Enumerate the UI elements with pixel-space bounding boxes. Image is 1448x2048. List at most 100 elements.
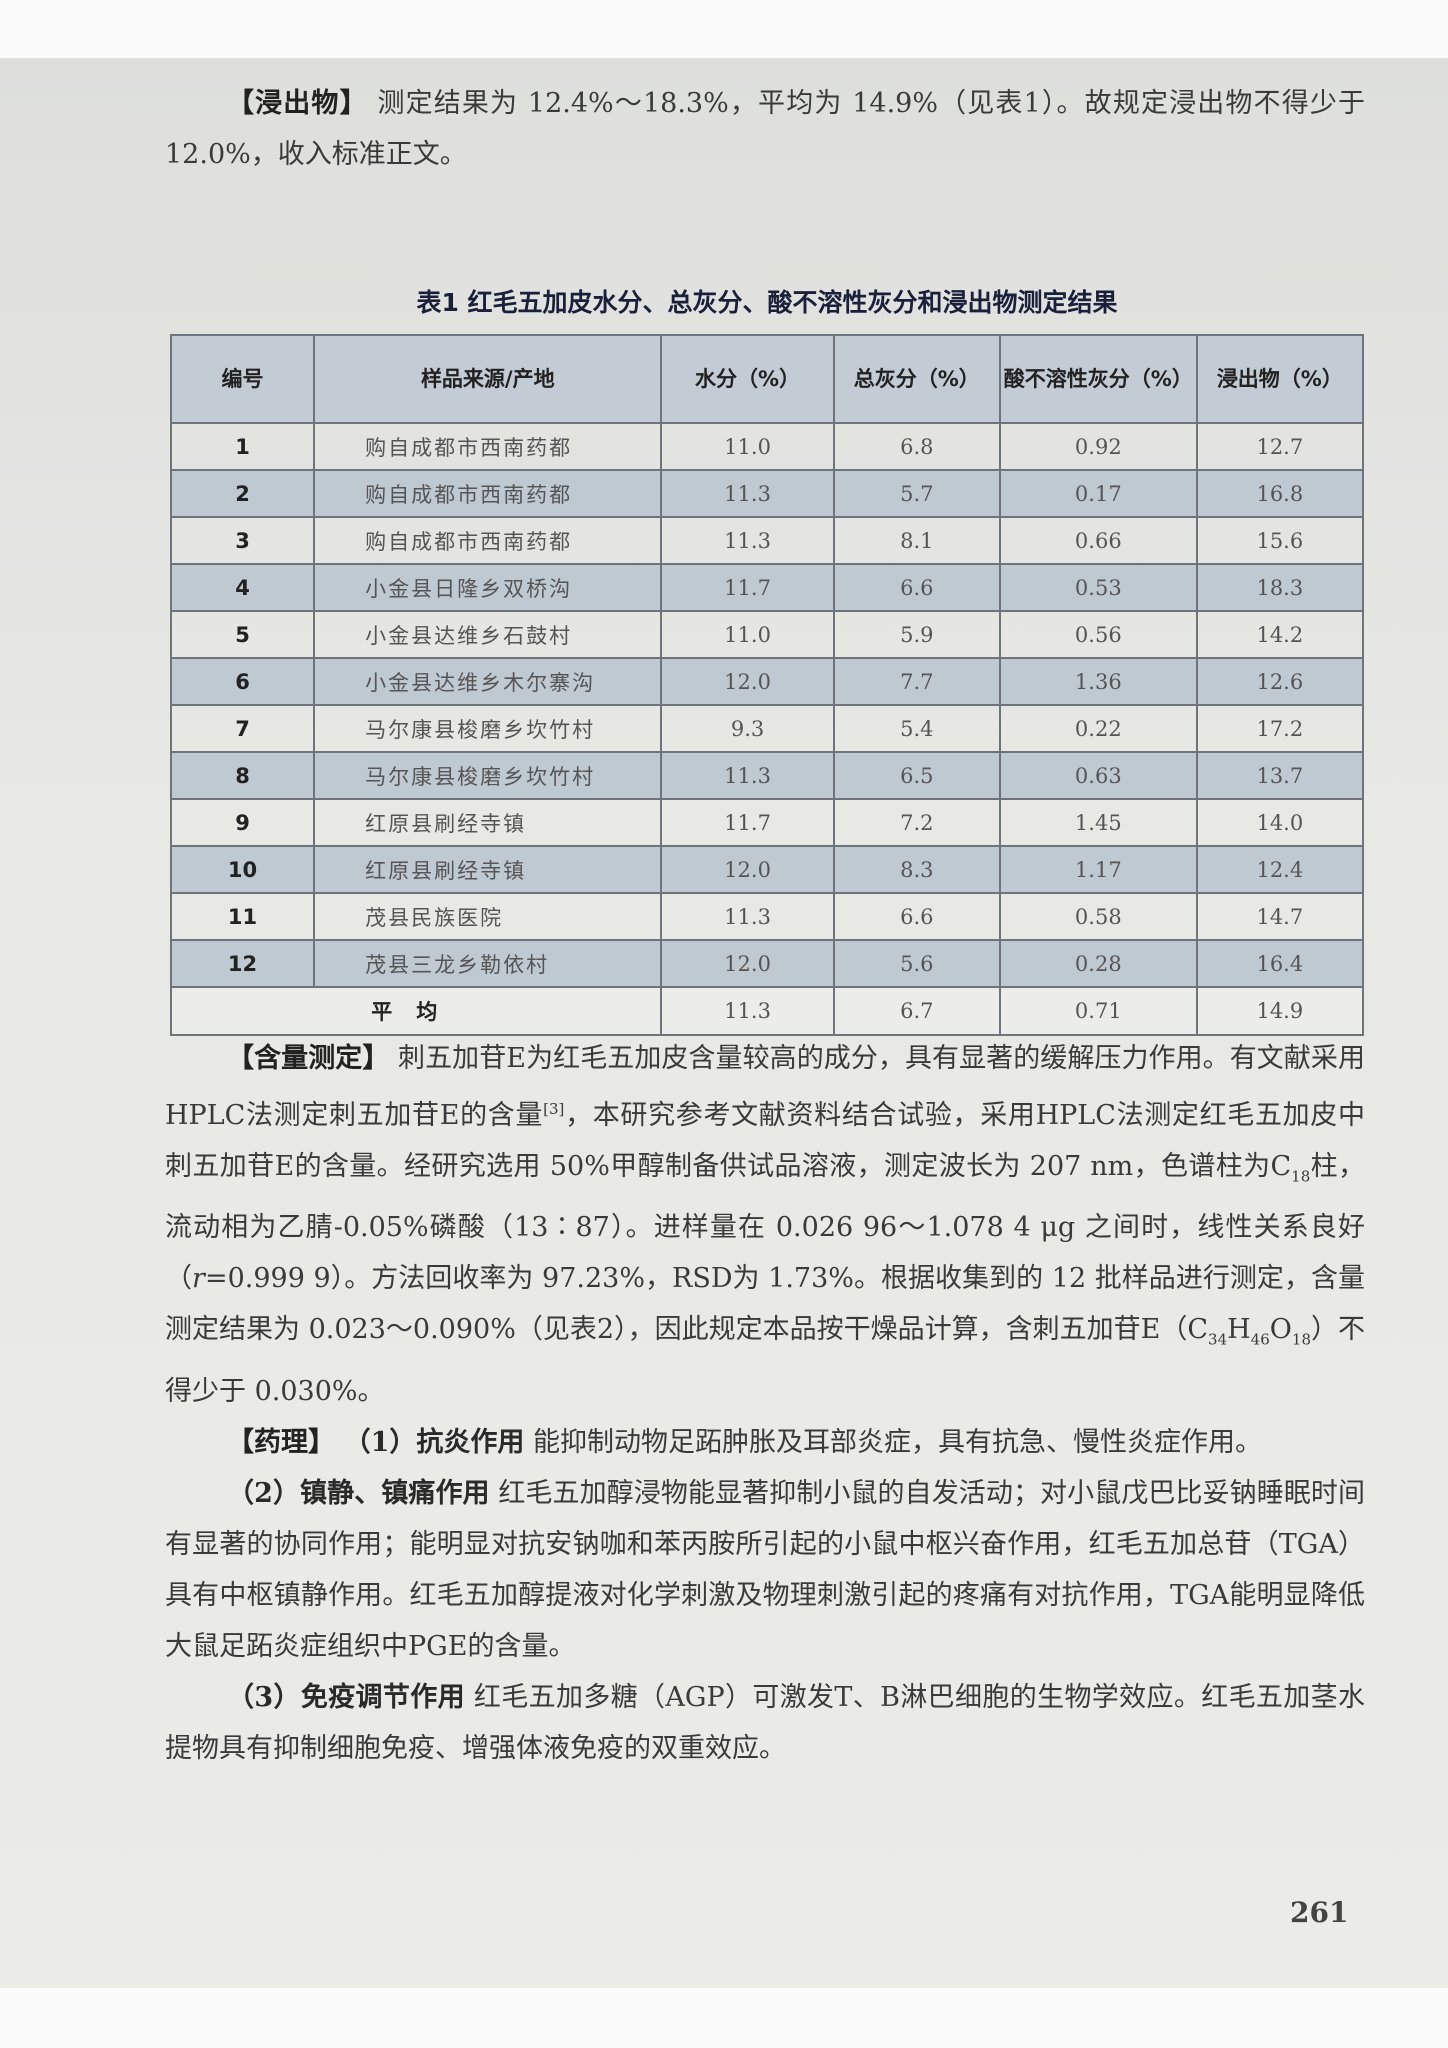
cell-ash: 6.5: [832, 751, 1001, 800]
assay-paragraph: 【含量测定】 刺五加苷E为红毛五加皮含量较高的成分，具有显著的缓解压力作用。有文…: [165, 1033, 1365, 1774]
cell-extract: 12.4: [1195, 845, 1365, 894]
cell-ash: 5.7: [832, 469, 1001, 518]
cell-ash: 8.1: [832, 516, 1001, 565]
cell-acid-ash: 0.66: [998, 516, 1198, 565]
cell-no: 3: [169, 516, 316, 565]
table-row: 10 红原县刷经寺镇 12.0 8.3 1.17 12.4: [169, 845, 1365, 894]
cell-source: 红原县刷经寺镇: [313, 798, 663, 847]
cell-no: 8: [169, 751, 316, 800]
subscript: 18: [1291, 1167, 1311, 1186]
header-acid-ash: 酸不溶性灰分（%）: [998, 334, 1198, 424]
formula-o: O: [1269, 1314, 1292, 1346]
subscript: 34: [1208, 1330, 1228, 1349]
cell-water: 12.0: [660, 939, 835, 988]
book-page: 【浸出物】 测定结果为 12.4%～18.3%，平均为 14.9%（见表1）。故…: [0, 58, 1448, 1988]
item-text: 红毛五加多糖（AGP）可激发T、B淋巴细胞的生物学效应。红毛五加茎水提物具有抑制…: [165, 1681, 1365, 1764]
table-row: 5 小金县达维乡石鼓村 11.0 5.9 0.56 14.2: [169, 610, 1365, 659]
assay-text-5: ）不得少于 0.030%。: [165, 1314, 1366, 1407]
cell-source: 红原县刷经寺镇: [313, 845, 663, 894]
cell-ash: 7.7: [832, 657, 1001, 706]
table-row: 2 购自成都市西南药都 11.3 5.7 0.17 16.8: [169, 469, 1365, 518]
table-row: 7 马尔康县梭磨乡坎竹村 9.3 5.4 0.22 17.2: [169, 704, 1365, 753]
cell-source: 茂县三龙乡勒依村: [313, 939, 663, 988]
item-text: 红毛五加醇浸物能显著抑制小鼠的自发活动；对小鼠戊巴比妥钠睡眠时间有显著的协同作用…: [165, 1477, 1365, 1662]
cell-acid-ash: 0.53: [998, 563, 1198, 612]
table-row: 3 购自成都市西南药都 11.3 8.1 0.66 15.6: [169, 516, 1365, 565]
cell-no: 6: [169, 657, 316, 706]
r-variable: r: [192, 1263, 205, 1295]
cell-acid-ash: 1.45: [998, 798, 1198, 847]
header-water: 水分（%）: [660, 334, 835, 424]
cell-extract: 12.6: [1195, 657, 1365, 706]
header-ash: 总灰分（%）: [832, 334, 1001, 424]
table-row: 11 茂县民族医院 11.3 6.6 0.58 14.7: [169, 892, 1365, 941]
cell-ash: 6.8: [832, 422, 1001, 471]
subscript: 46: [1250, 1330, 1270, 1349]
cell-acid-ash: 0.58: [998, 892, 1198, 941]
cell-acid-ash: 0.56: [998, 610, 1198, 659]
cell-water: 11.3: [660, 469, 835, 518]
cell-water: 9.3: [660, 704, 835, 753]
cell-source: 小金县达维乡石鼓村: [313, 610, 663, 659]
item-text: 能抑制动物足跖肿胀及耳部炎症，具有抗急、慢性炎症作用。: [532, 1426, 1262, 1458]
assay-text-1: 刺五加苷E为红毛五加皮含量较高的成分，具有显著的缓解压力作用。有文献采用HPLC…: [165, 1043, 1365, 1131]
cell-water: 11.3: [660, 516, 835, 565]
cell-no: 1: [169, 422, 316, 471]
table-row: 8 马尔康县梭磨乡坎竹村 11.3 6.5 0.63 13.7: [169, 751, 1365, 800]
cell-source: 购自成都市西南药都: [313, 516, 663, 565]
cell-extract: 16.4: [1195, 939, 1365, 988]
cell-extract: 14.2: [1195, 610, 1365, 659]
assay-text-2: ，本研究参考文献资料结合试验，采用HPLC法测定红毛五加皮中刺五加苷E的含量。经…: [165, 1100, 1365, 1182]
cell-no: 11: [169, 892, 316, 941]
assay-text-4: =0.999 9）。方法回收率为 97.23%，RSD为 1.73%。根据收集到…: [165, 1263, 1366, 1346]
cell-source: 马尔康县梭磨乡坎竹村: [313, 704, 663, 753]
formula-h: H: [1227, 1314, 1251, 1346]
cell-extract: 16.8: [1195, 469, 1365, 518]
average-label: 平均: [169, 986, 663, 1036]
cell-extract: 18.3: [1195, 563, 1365, 612]
header-extract: 浸出物（%）: [1195, 334, 1365, 424]
cell-acid-ash: 1.17: [998, 845, 1198, 894]
cell-source: 马尔康县梭磨乡坎竹村: [313, 751, 663, 800]
header-no: 编号: [169, 334, 316, 424]
item-title: （3）免疫调节作用: [227, 1681, 465, 1713]
cell-extract: 17.2: [1195, 704, 1365, 753]
cell-extract: 12.7: [1195, 422, 1365, 471]
subscript: 18: [1291, 1330, 1311, 1349]
cell-source: 茂县民族医院: [313, 892, 663, 941]
average-ash: 6.7: [832, 986, 1001, 1036]
cell-water: 11.3: [660, 751, 835, 800]
cell-extract: 15.6: [1195, 516, 1365, 565]
cell-acid-ash: 0.17: [998, 469, 1198, 518]
cell-water: 12.0: [660, 845, 835, 894]
cell-ash: 5.4: [832, 704, 1001, 753]
cell-no: 10: [169, 845, 316, 894]
table-row: 9 红原县刷经寺镇 11.7 7.2 1.45 14.0: [169, 798, 1365, 847]
table-header-row: 编号 样品来源/产地 水分（%） 总灰分（%） 酸不溶性灰分（%） 浸出物（%）: [169, 334, 1365, 424]
cell-no: 5: [169, 610, 316, 659]
cell-acid-ash: 0.28: [998, 939, 1198, 988]
cell-source: 购自成都市西南药都: [313, 469, 663, 518]
cell-ash: 5.9: [832, 610, 1001, 659]
extract-text: 测定结果为 12.4%～18.3%，平均为 14.9%（见表1）。故规定浸出物不…: [165, 88, 1365, 170]
cell-extract: 14.0: [1195, 798, 1365, 847]
pharmacology-item-2: （2）镇静、镇痛作用 红毛五加醇浸物能显著抑制小鼠的自发活动；对小鼠戊巴比妥钠睡…: [165, 1468, 1365, 1672]
pharmacology-item-1: 【药理】 （1）抗炎作用 能抑制动物足跖肿胀及耳部炎症，具有抗急、慢性炎症作用。: [165, 1417, 1365, 1468]
cell-ash: 5.6: [832, 939, 1001, 988]
results-table: 编号 样品来源/产地 水分（%） 总灰分（%） 酸不溶性灰分（%） 浸出物（%）…: [169, 334, 1365, 1036]
extract-paragraph: 【浸出物】 测定结果为 12.4%～18.3%，平均为 14.9%（见表1）。故…: [165, 78, 1365, 180]
cell-no: 12: [169, 939, 316, 988]
cell-acid-ash: 1.36: [998, 657, 1198, 706]
cell-water: 11.0: [660, 422, 835, 471]
cell-no: 2: [169, 469, 316, 518]
average-acid-ash: 0.71: [998, 986, 1198, 1036]
table-row: 4 小金县日隆乡双桥沟 11.7 6.6 0.53 18.3: [169, 563, 1365, 612]
cell-ash: 7.2: [832, 798, 1001, 847]
cell-source: 小金县日隆乡双桥沟: [313, 563, 663, 612]
assay-text-3: 柱，流动相为乙腈-0.05%磷酸（13∶87）。进样量在 0.026 96～1.…: [165, 1151, 1366, 1295]
table-row: 12 茂县三龙乡勒依村 12.0 5.6 0.28 16.4: [169, 939, 1365, 988]
cell-no: 7: [169, 704, 316, 753]
cell-ash: 6.6: [832, 892, 1001, 941]
average-water: 11.3: [660, 986, 835, 1036]
cell-no: 9: [169, 798, 316, 847]
